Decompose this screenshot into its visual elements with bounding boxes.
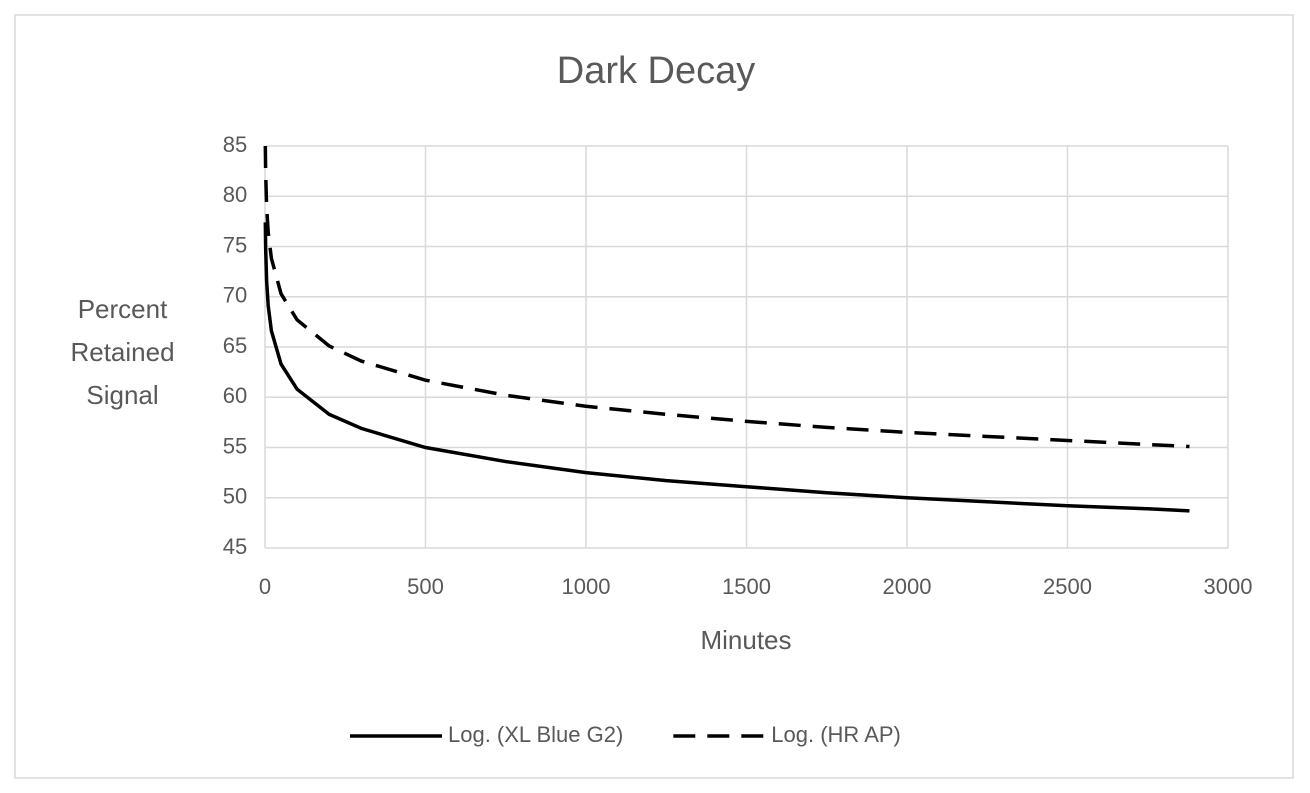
y-tick-label: 50 <box>223 484 247 509</box>
x-tick-label: 0 <box>259 574 271 599</box>
x-tick-label: 3000 <box>1204 574 1253 599</box>
y-tick-label: 55 <box>223 433 247 458</box>
y-tick-label: 70 <box>223 283 247 308</box>
legend-label: Log. (HR AP) <box>771 722 901 747</box>
x-tick-label: 2000 <box>883 574 932 599</box>
y-tick-label: 85 <box>223 132 247 157</box>
series-line <box>263 222 1190 513</box>
chart-title: Dark Decay <box>557 50 756 92</box>
x-tick-label: 500 <box>407 574 444 599</box>
y-tick-label: 45 <box>223 534 247 559</box>
x-tick-label: 1500 <box>722 574 771 599</box>
y-tick-label: 75 <box>223 232 247 257</box>
y-tick-label: 65 <box>223 333 247 358</box>
y-tick-label: 60 <box>223 383 247 408</box>
x-axis-title: Minutes <box>700 625 791 655</box>
x-tick-label: 1000 <box>562 574 611 599</box>
y-tick-label: 80 <box>223 182 247 207</box>
legend-label: Log. (XL Blue G2) <box>448 722 623 747</box>
x-tick-label: 2500 <box>1043 574 1092 599</box>
y-axis-title: Percent Retained Signal <box>70 294 175 410</box>
